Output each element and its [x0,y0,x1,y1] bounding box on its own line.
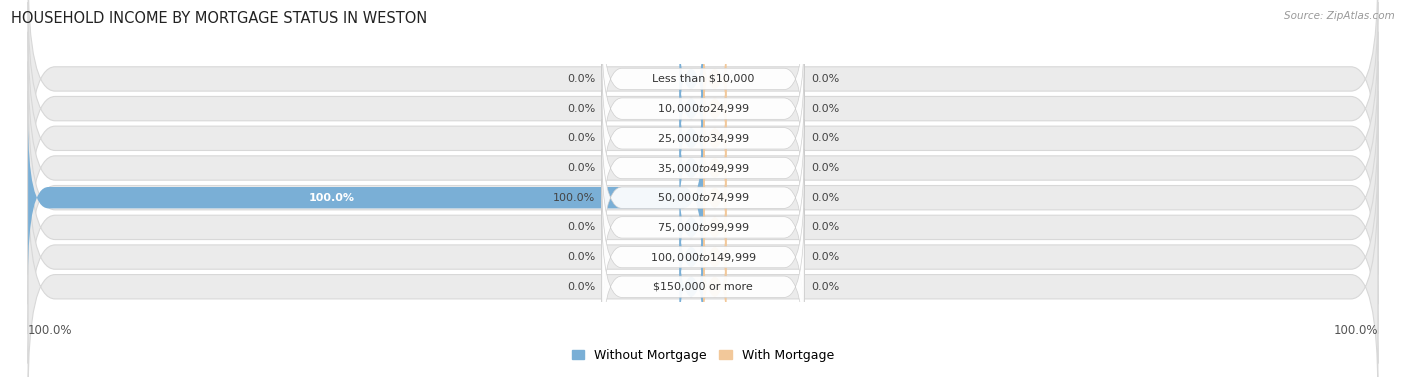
FancyBboxPatch shape [703,208,727,306]
Text: 0.0%: 0.0% [567,104,595,113]
Text: Source: ZipAtlas.com: Source: ZipAtlas.com [1284,11,1395,21]
Text: 0.0%: 0.0% [567,222,595,232]
Text: 100.0%: 100.0% [553,193,595,203]
Text: Less than $10,000: Less than $10,000 [652,74,754,84]
FancyBboxPatch shape [679,119,703,217]
Text: $75,000 to $99,999: $75,000 to $99,999 [657,221,749,234]
Text: $10,000 to $24,999: $10,000 to $24,999 [657,102,749,115]
Text: $100,000 to $149,999: $100,000 to $149,999 [650,251,756,264]
FancyBboxPatch shape [703,90,727,187]
FancyBboxPatch shape [679,90,703,187]
FancyBboxPatch shape [28,32,1378,245]
Text: $150,000 or more: $150,000 or more [654,282,752,292]
FancyBboxPatch shape [679,208,703,306]
FancyBboxPatch shape [602,119,804,276]
Legend: Without Mortgage, With Mortgage: Without Mortgage, With Mortgage [572,349,834,362]
FancyBboxPatch shape [703,149,727,247]
Text: 0.0%: 0.0% [811,193,839,203]
FancyBboxPatch shape [679,238,703,336]
Text: $50,000 to $74,999: $50,000 to $74,999 [657,191,749,204]
Text: 0.0%: 0.0% [811,163,839,173]
Text: 0.0%: 0.0% [811,282,839,292]
FancyBboxPatch shape [703,238,727,336]
FancyBboxPatch shape [602,208,804,365]
Text: 0.0%: 0.0% [567,163,595,173]
Text: 0.0%: 0.0% [811,133,839,143]
FancyBboxPatch shape [602,0,804,157]
FancyBboxPatch shape [28,2,1378,215]
Text: 0.0%: 0.0% [811,104,839,113]
FancyBboxPatch shape [28,150,1378,364]
FancyBboxPatch shape [703,60,727,157]
Text: 0.0%: 0.0% [811,252,839,262]
FancyBboxPatch shape [679,60,703,157]
Text: 0.0%: 0.0% [567,74,595,84]
FancyBboxPatch shape [703,119,727,217]
FancyBboxPatch shape [602,179,804,336]
FancyBboxPatch shape [602,90,804,247]
FancyBboxPatch shape [602,149,804,306]
Text: HOUSEHOLD INCOME BY MORTGAGE STATUS IN WESTON: HOUSEHOLD INCOME BY MORTGAGE STATUS IN W… [11,11,427,26]
FancyBboxPatch shape [679,30,703,128]
FancyBboxPatch shape [679,179,703,276]
Text: 0.0%: 0.0% [811,222,839,232]
FancyBboxPatch shape [602,30,804,187]
Text: 0.0%: 0.0% [567,133,595,143]
Text: $25,000 to $34,999: $25,000 to $34,999 [657,132,749,145]
Text: 0.0%: 0.0% [811,74,839,84]
Text: $35,000 to $49,999: $35,000 to $49,999 [657,161,749,175]
Text: 100.0%: 100.0% [309,193,354,203]
FancyBboxPatch shape [602,60,804,217]
FancyBboxPatch shape [28,121,1378,334]
FancyBboxPatch shape [28,61,1378,274]
Text: 100.0%: 100.0% [28,324,73,337]
FancyBboxPatch shape [28,0,1378,185]
Text: 100.0%: 100.0% [1333,324,1378,337]
FancyBboxPatch shape [28,119,703,276]
Text: 0.0%: 0.0% [567,252,595,262]
FancyBboxPatch shape [28,180,1378,377]
Text: 0.0%: 0.0% [567,282,595,292]
FancyBboxPatch shape [28,91,1378,304]
FancyBboxPatch shape [703,179,727,276]
FancyBboxPatch shape [703,30,727,128]
